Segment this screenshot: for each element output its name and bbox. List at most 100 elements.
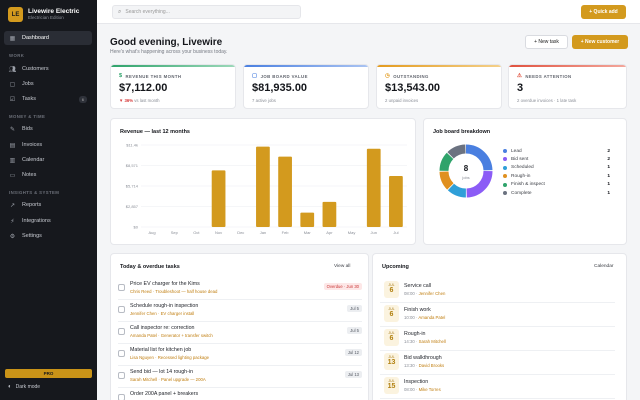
sidebar: LE Livewire Electric Electrician Edition…: [0, 0, 97, 400]
x-tick-label: May: [348, 230, 356, 235]
sidebar-item-integrations[interactable]: ⚡︎ Integrations: [4, 214, 92, 228]
sidebar-item-dashboard[interactable]: ▦ Dashboard: [4, 31, 92, 45]
event-day: 6: [389, 287, 394, 294]
sidebar-item-reports[interactable]: ↗ Reports: [4, 198, 92, 212]
legend-swatch: [503, 174, 507, 179]
event-month: JUL: [388, 307, 395, 311]
sidebar-item-settings[interactable]: ⚙︎ Settings: [4, 229, 92, 243]
task-due-badge: Jul 13: [344, 371, 362, 378]
tasks-panel: Today & overdue tasks View all Price EV …: [110, 253, 369, 400]
revenue-bar[interactable]: [256, 146, 270, 227]
event-meta: 08:00 · Mike Torres: [404, 387, 441, 392]
view-all-link[interactable]: View all: [334, 264, 351, 269]
legend-swatch: [503, 157, 507, 162]
dark-mode-label: Dark mode: [15, 384, 41, 390]
x-tick-label: Mar: [304, 230, 312, 235]
kpi-card-outstanding[interactable]: ◷ OUTSTANDING $13,543.00 2 unpaid invoice…: [376, 64, 502, 109]
revenue-bar[interactable]: [211, 170, 226, 227]
briefcase-icon: ▢: [9, 81, 16, 88]
upcoming-event[interactable]: JUL 13 Bid walkthrough 13:30 · David Brooks: [380, 351, 615, 375]
search-icon: ⌕: [118, 8, 122, 15]
sidebar-item-label: Settings: [22, 233, 42, 239]
kpi-value: $7,112.00: [119, 82, 168, 94]
donut-slice[interactable]: [439, 144, 493, 198]
task-meta: Jennifer Chen · EV charger install: [130, 311, 195, 316]
warning-icon: ⚠︎: [517, 73, 523, 79]
task-row[interactable]: Order 200A panel + breakers: [118, 388, 362, 400]
revenue-title: Revenue — last 12 months: [120, 129, 190, 135]
task-row[interactable]: Material list for kitchen job Lisa Nguyen…: [118, 344, 362, 366]
x-tick-label: Feb: [282, 230, 290, 235]
calendar-link[interactable]: Calendar: [594, 264, 614, 269]
event-person: David Brooks: [418, 363, 445, 368]
kpi-card-attention[interactable]: ⚠︎ NEEDS ATTENTION 3 2 overdue invoices ·…: [508, 64, 627, 109]
upcoming-event[interactable]: JUL 6 Service call 08:00 · Jennifer Chen: [380, 279, 615, 303]
revenue-bar[interactable]: [389, 175, 403, 227]
x-tick-label: Jul: [393, 230, 398, 235]
donut-center-label: jobs: [461, 175, 469, 180]
revenue-bar[interactable]: [278, 156, 292, 227]
event-meta: 08:00 · Jennifer Chen: [404, 291, 445, 296]
task-row[interactable]: Schedule rough-in inspection Jennifer Che…: [118, 300, 362, 322]
task-checkbox[interactable]: [118, 306, 125, 313]
briefcase-icon: ▢: [252, 73, 258, 79]
task-row[interactable]: Send bid — lot 14 rough-in Sarah Mitchell…: [118, 366, 362, 388]
upcoming-event[interactable]: JUL 15 Inspection 08:00 · Mike Torres: [380, 375, 615, 399]
y-tick-label: $11.4k: [126, 143, 138, 148]
event-time: 13:30 ·: [404, 363, 418, 368]
event-title: Bid walkthrough: [404, 355, 442, 361]
sidebar-item-customers[interactable]: 👥︎ Customers: [4, 62, 92, 76]
new-customer-button[interactable]: + New customer: [572, 35, 628, 49]
y-tick-label: $5,714: [126, 184, 139, 189]
event-time: 08:00 ·: [404, 387, 418, 392]
sidebar-item-calendar[interactable]: ▥ Calendar: [4, 153, 92, 167]
revenue-bar[interactable]: [366, 148, 381, 227]
task-checkbox[interactable]: [118, 284, 125, 291]
revenue-bar[interactable]: [300, 212, 315, 227]
search-box[interactable]: ⌕: [112, 5, 301, 19]
sidebar-item-bids[interactable]: ✎ Bids: [4, 122, 92, 136]
new-task-button[interactable]: + New task: [525, 35, 568, 49]
upcoming-event[interactable]: JUL 6 Finish work 10:00 · Amanda Patel: [380, 303, 615, 327]
brand[interactable]: LE Livewire Electric Electrician Edition: [8, 7, 79, 22]
tasks-title: Today & overdue tasks: [120, 264, 180, 270]
task-title: Price EV charger for the Kims: [130, 281, 200, 287]
kpi-label: NEEDS ATTENTION: [525, 73, 572, 79]
pro-badge[interactable]: PRO: [5, 369, 92, 378]
legend-count: 1: [607, 165, 610, 171]
kpi-card-revenue[interactable]: $ REVENUE THIS MONTH $7,112.00 ▼ 36% vs l…: [110, 64, 236, 109]
event-title: Inspection: [404, 379, 429, 385]
task-row[interactable]: Call inspector re: correction Amanda Pate…: [118, 322, 362, 344]
event-person: Mike Torres: [418, 387, 441, 392]
legend-count: 2: [607, 148, 610, 154]
page-title: Good evening, Livewire: [110, 37, 223, 48]
task-row[interactable]: Price EV charger for the Kims Chris Reed …: [118, 278, 362, 300]
task-title: Schedule rough-in inspection: [130, 303, 199, 309]
quick-add-button[interactable]: + Quick add: [581, 5, 626, 19]
task-checkbox[interactable]: [118, 372, 125, 379]
sidebar-item-tasks[interactable]: ☑ Tasks 6: [4, 92, 92, 106]
kpi-accent-bar: [509, 65, 626, 67]
task-checkbox[interactable]: [118, 328, 125, 335]
nav-section-money: MONEY & TIME: [9, 114, 46, 119]
revenue-panel: Revenue — last 12 months $0 $2,857 $5,714 $…: [110, 118, 416, 245]
sidebar-item-invoices[interactable]: ▤ Invoices: [4, 138, 92, 152]
dark-mode-toggle[interactable]: ◐ Dark mode: [8, 384, 40, 390]
sidebar-item-label: Calendar: [22, 157, 45, 163]
event-time: 14:30 ·: [404, 339, 418, 344]
legend-swatch: [503, 182, 507, 187]
search-input[interactable]: [125, 9, 296, 15]
task-checkbox[interactable]: [118, 350, 125, 357]
sidebar-item-jobs[interactable]: ▢ Jobs: [4, 77, 92, 91]
task-checkbox[interactable]: [118, 394, 125, 400]
legend-count: 1: [607, 190, 610, 196]
revenue-bar[interactable]: [322, 201, 337, 227]
kpi-card-job-board[interactable]: ▢ JOB BOARD VALUE $81,935.00 7 active job…: [243, 64, 369, 109]
event-date-badge: JUL 6: [384, 281, 399, 298]
event-day: 6: [389, 311, 394, 318]
x-tick-label: Jan: [260, 230, 266, 235]
sidebar-item-notes[interactable]: ▭ Notes: [4, 168, 92, 182]
upcoming-event[interactable]: JUL 6 Rough-in 14:30 · Sarah Mitchell: [380, 327, 615, 351]
task-meta: Amanda Patel · Generator + transfer swit…: [130, 333, 213, 338]
sidebar-item-label: Integrations: [22, 218, 51, 224]
